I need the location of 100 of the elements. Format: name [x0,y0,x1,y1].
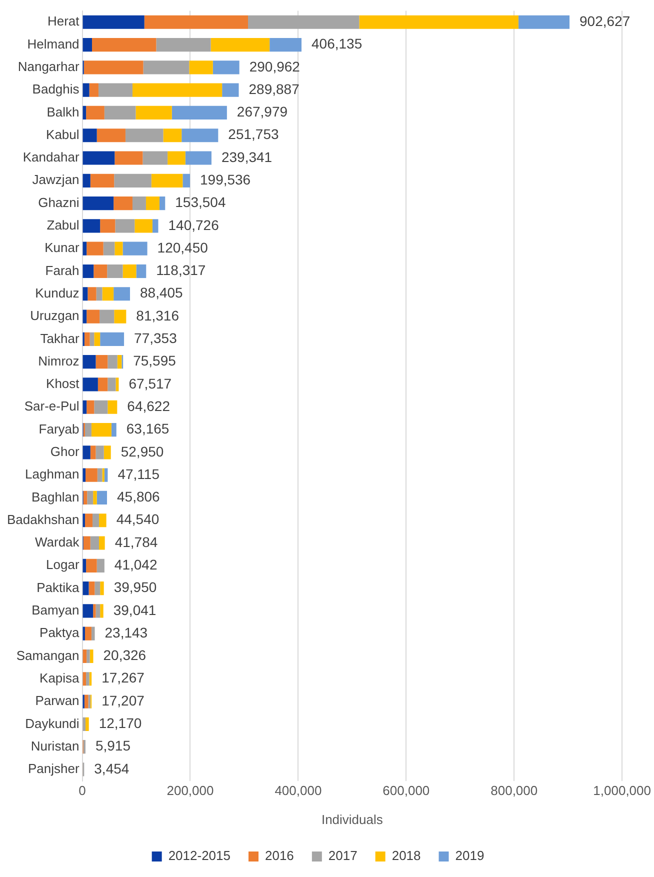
bar [84,332,90,346]
bar [152,219,158,233]
bar [168,151,186,165]
total-label: 88,405 [140,284,184,301]
x-tick-label: 0 [78,783,86,798]
bar [86,649,90,664]
bar [86,672,90,686]
bar [94,582,100,596]
y-tick-label: Balkh [46,104,80,120]
bar [103,242,115,256]
bar [248,15,360,29]
y-tick-label: Kandahar [22,150,80,165]
bar [87,490,94,505]
bar [82,38,92,52]
bar [114,151,143,165]
bar [82,378,98,392]
x-tick-label: 800,000 [490,783,538,798]
total-label: 251,753 [228,126,279,142]
y-tick-label: Nangarhar [18,58,80,74]
bar [86,242,104,256]
bar [189,60,213,74]
bar [82,15,144,29]
bar [104,468,108,482]
total-label: 45,806 [117,488,160,505]
bar [82,174,90,188]
total-label: 47,115 [118,466,160,482]
bar [82,355,96,369]
bar [359,15,518,29]
total-label: 290,962 [249,58,300,74]
bar [90,536,100,550]
bar [82,287,88,301]
x-axis-title: Individuals [321,812,384,827]
y-tick-label: Samangan [16,648,80,663]
y-tick-label: Baghlan [32,489,80,504]
bar [132,196,146,210]
bar [114,287,130,301]
bar [96,490,108,505]
bar [82,717,86,731]
bar [82,242,87,256]
total-label: 41,042 [114,556,158,573]
bar [114,310,126,324]
bar [83,536,90,550]
total-label: 52,950 [120,443,164,460]
bar [88,287,96,301]
bar [182,128,218,142]
bar [114,242,123,256]
total-label: 41,784 [114,534,158,550]
bar [83,490,88,505]
total-label: 406,135 [312,36,362,52]
legend-label: 2019 [455,848,484,864]
bar [122,242,148,256]
legend-label: 2017 [328,848,358,864]
bar [82,446,90,460]
bar [82,310,87,324]
legend-label: 2018 [392,848,421,864]
y-tick-label: Uruzgan [30,308,80,324]
bar [92,514,100,528]
bar [182,174,190,188]
total-label: 17,267 [102,670,145,686]
bar [84,422,92,437]
bar [84,694,88,708]
bar [104,106,136,120]
bar [100,219,116,233]
bar [82,558,86,572]
total-label: 267,979 [236,104,288,120]
bar [115,219,135,233]
bar [107,264,123,278]
y-tick-label: Zabul [46,218,80,233]
y-tick-label: Helmand [27,36,80,52]
bar [159,196,166,210]
y-tick-label: Kunar [44,240,80,256]
bar [90,446,96,460]
total-label: 20,326 [103,647,146,664]
bar [86,400,94,414]
y-tick-label: Kunduz [35,285,80,300]
bar [86,717,89,731]
x-tick-label: 600,000 [382,783,430,798]
bar [93,490,97,505]
y-tick-label: Laghman [25,466,80,482]
x-tick-label: 1,000,000 [593,783,652,798]
total-label: 39,041 [113,602,156,618]
bar [116,378,119,392]
bar [125,128,164,142]
y-tick-label: Faryab [38,421,80,436]
bar [84,626,92,640]
bar [91,626,95,640]
bar [102,287,114,301]
total-label: 39,950 [114,579,157,596]
bar [94,332,100,346]
total-label: 3,454 [94,760,130,776]
total-label: 289,887 [248,80,300,97]
bar [114,196,132,210]
bar [210,38,270,52]
y-tick-label: Herat [47,14,80,29]
bar [96,128,126,142]
bar [96,287,102,301]
total-label: 12,170 [98,715,142,732]
y-tick-label: Ghazni [38,194,80,210]
y-tick-label: Nimroz [38,353,80,368]
bar [142,151,168,165]
